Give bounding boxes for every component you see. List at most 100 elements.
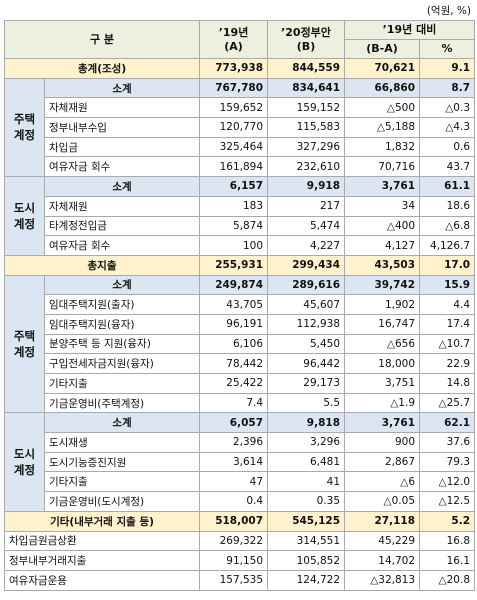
value-cell: 518,007 (199, 510, 269, 532)
value-cell: △12.0 (419, 471, 476, 493)
header-text: ’19년 (218, 25, 249, 39)
table-row: 주택계정 소계 249,874 289,616 39,742 15.9 (4, 274, 476, 414)
item-label: 여유자금 회수 (43, 156, 201, 178)
value-cell: 16.8 (419, 530, 476, 552)
value-cell: 29,173 (267, 373, 346, 394)
table-row: 도시기능증진지원 3,614 6,481 2,867 79.3 (5, 451, 476, 473)
table-row: 차입금 325,464 327,296 1,832 0.6 (5, 136, 476, 158)
value-cell: 834,641 (267, 77, 346, 99)
table-row: 기금운영비(도시계정) 0.4 0.35 △0.05 △12.5 (5, 491, 476, 512)
value-cell: 327,296 (267, 136, 346, 158)
table-row: 자체재원 183 217 34 18.6 (5, 195, 476, 217)
value-cell: 96,442 (267, 353, 346, 374)
value-cell: 43,503 (344, 254, 421, 276)
value-cell: 217 (267, 195, 346, 217)
item-label: 분양주택 등 지원(융자) (43, 333, 201, 355)
table-row: 임대주택지원(출자) 43,705 45,607 1,902 4.4 (5, 294, 476, 315)
value-cell: △12.5 (419, 491, 476, 512)
table-row: 도시계정 소계 6,057 9,818 3,761 62.1 (4, 412, 476, 512)
value-cell: △0.3 (419, 97, 476, 119)
value-cell: 37.6 (419, 432, 476, 453)
item-label: 자체재원 (43, 195, 201, 217)
value-cell: 6,157 (199, 176, 269, 197)
value-cell: 91,150 (199, 550, 269, 571)
item-label: 정부내부거래지출 (3, 550, 201, 571)
value-cell: 43.7 (419, 156, 476, 178)
value-cell: 2,396 (199, 432, 269, 453)
table-row: 여유자금운용 157,535 124,722 △32,813 △20.8 (3, 569, 476, 591)
header-text: (B) (296, 39, 316, 53)
table-row: 기타지출 47 41 △6 △12.0 (5, 471, 476, 493)
value-cell: 289,616 (267, 274, 346, 296)
value-cell: 1,902 (344, 294, 421, 315)
value-cell: 120,770 (199, 117, 269, 138)
group-label: 주택계정 (4, 77, 45, 178)
value-cell: △0.05 (344, 491, 421, 512)
item-label: 도시기능증진지원 (43, 451, 201, 473)
value-cell: 0.35 (267, 491, 346, 512)
value-cell: △1.9 (344, 392, 421, 414)
value-cell: 43,705 (199, 294, 269, 315)
value-cell: 115,583 (267, 117, 346, 138)
table-row: 주택계정 소계 767,780 834,641 66,860 8.7 (4, 77, 476, 178)
value-cell: △10.7 (419, 333, 476, 355)
value-cell: △32,813 (344, 569, 421, 591)
header-cell: ’20정부안 (B) (267, 20, 346, 59)
value-cell: 5.2 (419, 510, 476, 532)
group-label: 주택계정 (4, 274, 45, 414)
table-row: 기타지출 25,422 29,173 3,751 14.8 (5, 373, 476, 394)
value-cell: 45,229 (344, 530, 421, 552)
value-cell: 18,000 (344, 353, 421, 374)
value-cell: 3,751 (344, 373, 421, 394)
value-cell: 1,832 (344, 136, 421, 158)
value-cell: 0.6 (419, 136, 476, 158)
total-label: 총계(조성) (3, 58, 201, 79)
table-row: 여유자금 회수 161,894 232,610 70,716 43.7 (5, 156, 476, 178)
value-cell: 17.0 (419, 254, 476, 276)
value-cell: 22.9 (419, 353, 476, 374)
table-row: 차입금원금상환 269,322 314,551 45,229 16.8 (3, 530, 476, 552)
item-label: 자체재원 (43, 97, 201, 119)
value-cell: 6,106 (199, 333, 269, 355)
item-label: 임대주택지원(융자) (43, 313, 201, 335)
item-label: 임대주택지원(출자) (43, 294, 201, 315)
budget-table: 구 분 ’19년 (A) ’20정부안 (B) ’19년 대비 (B-A) % 총계… (3, 20, 476, 591)
value-cell: △500 (344, 97, 421, 119)
value-cell: 79.3 (419, 451, 476, 473)
value-cell: 325,464 (199, 136, 269, 158)
item-label: 여유자금 회수 (43, 235, 201, 256)
value-cell: 299,434 (267, 254, 346, 276)
header-cell: ’19년 (A) (199, 20, 269, 59)
value-cell: 15.9 (419, 274, 476, 296)
value-cell: 124,722 (267, 569, 346, 591)
item-label: 정부내부수입 (43, 117, 201, 138)
value-cell: 5.5 (267, 392, 346, 414)
item-label: 차입금원금상환 (3, 530, 201, 552)
table-row: 총계(조성) 773,938 844,559 70,621 9.1 (3, 58, 476, 79)
value-cell: 45,607 (267, 294, 346, 315)
value-cell: 3,614 (199, 451, 269, 473)
value-cell: 18.6 (419, 195, 476, 217)
value-cell: △6 (344, 471, 421, 493)
value-cell: 269,322 (199, 530, 269, 552)
value-cell: 9,918 (267, 176, 346, 197)
value-cell: 78,442 (199, 353, 269, 374)
table-row: 타계정전입금 5,874 5,474 △400 △6.8 (5, 215, 476, 237)
table-row: 기금운영비(주택계정) 7.4 5.5 △1.9 △25.7 (5, 392, 476, 414)
value-cell: 157,535 (199, 569, 269, 591)
value-cell: 66,860 (344, 77, 421, 99)
header-cell: % (419, 39, 476, 59)
value-cell: 70,716 (344, 156, 421, 178)
value-cell: 14,702 (344, 550, 421, 571)
value-cell: △4.3 (419, 117, 476, 138)
value-cell: △20.8 (419, 569, 476, 591)
value-cell: 2,867 (344, 451, 421, 473)
header-cell: 구 분 (3, 20, 201, 59)
value-cell: 25,422 (199, 373, 269, 394)
subtotal-label: 소계 (43, 77, 201, 99)
value-cell: 161,894 (199, 156, 269, 178)
unit-note: (억원, %) (426, 5, 471, 17)
value-cell: 17.4 (419, 313, 476, 335)
value-cell: 3,761 (344, 412, 421, 434)
